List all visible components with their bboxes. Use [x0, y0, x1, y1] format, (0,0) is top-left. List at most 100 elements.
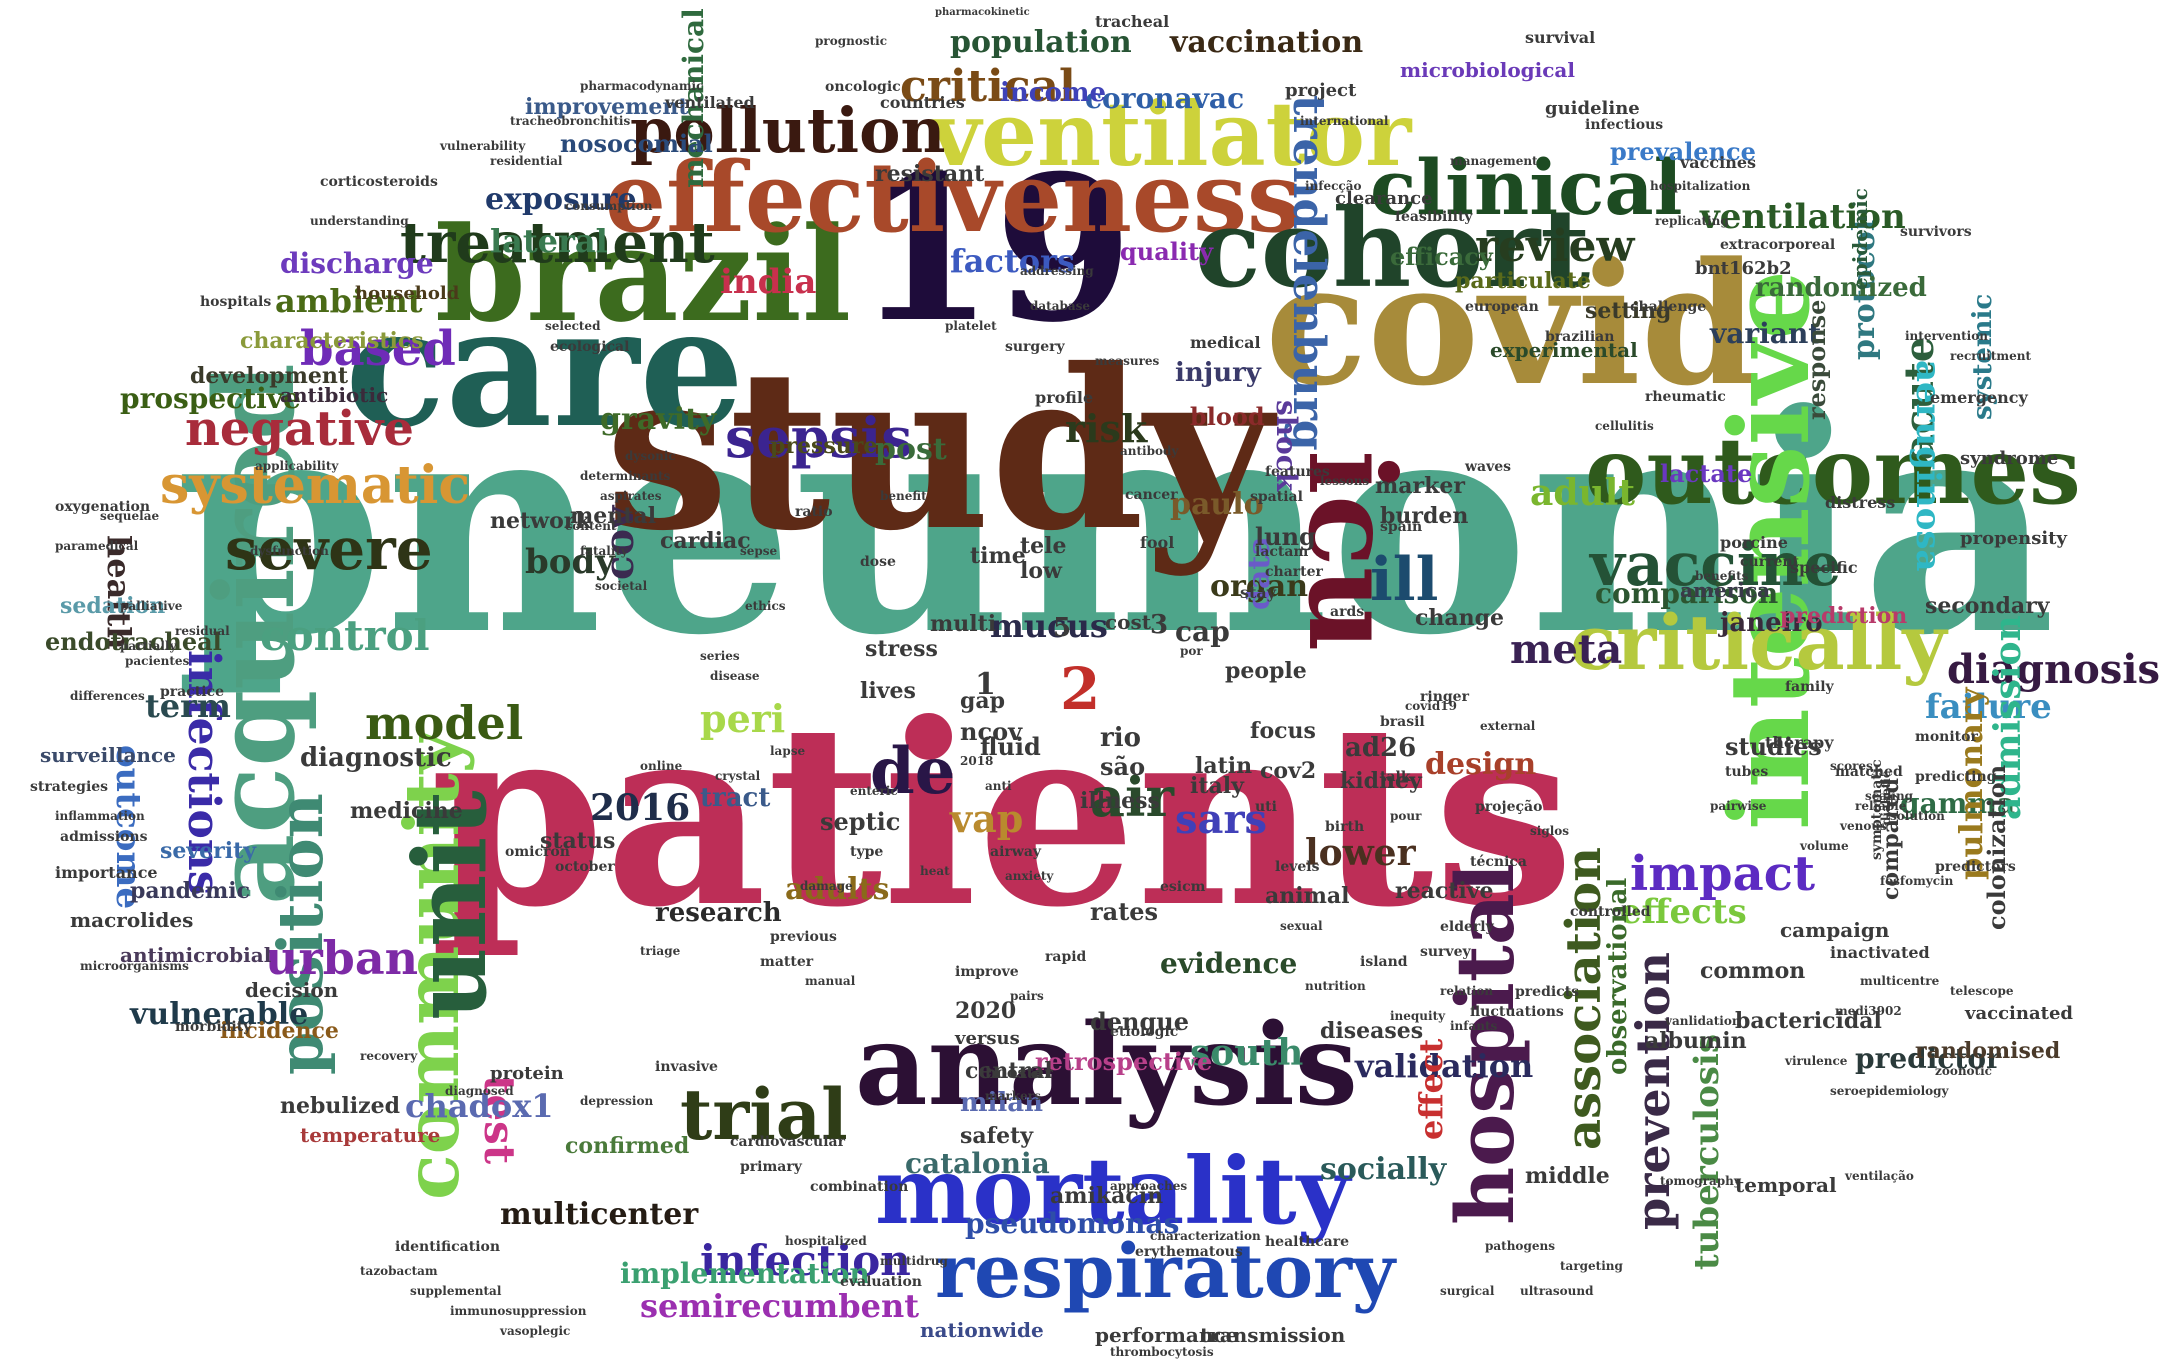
word-invasive: invasive	[655, 1059, 718, 1075]
word-comparison: comparison	[1595, 577, 1779, 610]
word-improvement: improvement	[525, 94, 689, 120]
word-pharmacokinetic: pharmacokinetic	[935, 7, 1030, 18]
word-care: care	[345, 270, 745, 464]
word-bnt162b2: bnt162b2	[1695, 258, 1792, 279]
word-lives: lives	[860, 678, 916, 704]
word-paramedical: paramedical	[55, 539, 139, 553]
word-hospitalized: hospitalized	[785, 1234, 867, 1248]
word-booster: booster	[985, 1063, 1053, 1082]
word-19: 19	[855, 132, 1134, 367]
word-predicting: predicting	[1915, 769, 1997, 785]
word-fluid: fluid	[980, 732, 1041, 761]
word-pressure: pressure	[770, 433, 878, 459]
word-approaches: approaches	[1110, 1179, 1188, 1193]
word-antibody: antibody	[1120, 444, 1179, 458]
word-multidrug: multidrug	[880, 1254, 948, 1268]
word-hospitals: hospitals	[200, 294, 272, 310]
word-particulate: particulate	[1455, 268, 1591, 294]
word-2: 2	[1060, 655, 1101, 723]
word-pollution: pollution	[630, 94, 946, 167]
word-anti: anti	[985, 779, 1012, 793]
word-ultrasound: ultrasound	[1520, 1284, 1594, 1298]
word-transmission: transmission	[1200, 1323, 1346, 1347]
word-reliable: reliable	[1855, 799, 1907, 813]
word-implementation: implementation	[620, 1257, 870, 1290]
word-selected: selected	[545, 319, 601, 333]
word-covid: covid	[1265, 225, 1759, 423]
word-medicine: medicine	[350, 798, 463, 824]
word-replicating: replicating	[1655, 214, 1729, 228]
word-type: type	[850, 844, 884, 860]
word-pathogens: pathogens	[1485, 1239, 1555, 1253]
word-challenge: challenge	[1630, 299, 1707, 315]
word-population: population	[950, 25, 1132, 60]
word-sexual: sexual	[1280, 919, 1323, 933]
word-aspirates: aspirates	[600, 489, 662, 503]
word-strategies: strategies	[30, 779, 109, 795]
word-markers: markers	[985, 1089, 1041, 1103]
word-seroepidemiology: seroepidemiology	[1830, 1084, 1949, 1098]
word-vasoplegic: vasoplegic	[500, 1324, 571, 1338]
word-airway: airway	[990, 844, 1042, 860]
word-dysonic: dysonic	[625, 449, 676, 463]
word-quality: quality	[1120, 237, 1214, 266]
word-burden: burden	[1380, 503, 1469, 529]
word-ambient: ambient	[275, 282, 423, 320]
word-pairs: pairs	[1010, 989, 1044, 1003]
word-consumption: consumption	[565, 199, 653, 213]
word-validation: validation	[1355, 1047, 1534, 1085]
word-janeiro: janeiro	[1720, 608, 1823, 638]
word-telescope: telescope	[1950, 984, 2014, 998]
word-latin: latin	[1195, 753, 1253, 779]
word-setting: setting	[1585, 298, 1672, 324]
word-performance: performance	[1095, 1323, 1239, 1347]
word-common: common	[1700, 958, 1806, 984]
word-pour: pour	[1390, 809, 1422, 823]
word-microorganisms: microorganisms	[80, 959, 189, 973]
word-variant: variant	[1710, 317, 1822, 350]
word-body: body	[525, 542, 615, 582]
word-zoonotic: zoonotic	[1935, 1064, 1992, 1078]
word-infec-o: infecção	[1305, 179, 1362, 193]
word-nebulized: nebulized	[280, 1093, 400, 1119]
word-cardiovascular: cardiovascular	[730, 1134, 845, 1150]
word-evaluation: evaluation	[840, 1274, 922, 1290]
word-5: 5	[1053, 613, 1072, 643]
word-prevention: prevention	[1626, 952, 1680, 1230]
word-therapy: therapy	[1765, 733, 1834, 752]
word-effects: effects	[1620, 892, 1747, 932]
word-south: south	[1190, 1032, 1304, 1074]
word-cost: cost	[1105, 610, 1152, 634]
word-anxiety: anxiety	[1005, 869, 1054, 883]
word-levels: levels	[1275, 859, 1320, 875]
word-microbiological: microbiological	[1400, 58, 1575, 82]
word-island: island	[1360, 954, 1408, 970]
word-incidence: incidence	[220, 1018, 339, 1044]
word-protein: protein	[490, 1063, 564, 1084]
word-fosfomycin: fosfomycin	[1880, 874, 1954, 888]
word-lapse: lapse	[770, 744, 806, 758]
word-design: design	[1425, 747, 1537, 782]
word-vaccinated: vaccinated	[1965, 1003, 2073, 1024]
word-india: india	[720, 262, 817, 302]
word-emergency: emergency	[1930, 388, 2028, 407]
word-survival: survival	[1525, 28, 1596, 47]
word-scaling: scaling	[1865, 789, 1914, 803]
word-model: model	[365, 696, 524, 750]
word-feasibility: feasibility	[1395, 209, 1473, 225]
word-trial: trial	[680, 1073, 848, 1156]
word-time: time	[970, 543, 1026, 569]
word-study: study	[605, 320, 1273, 579]
word-confirmed: confirmed	[565, 1133, 690, 1159]
word-sepsis: sepsis	[725, 405, 913, 470]
word-residual: residual	[175, 624, 230, 638]
word-heat: heat	[920, 864, 950, 878]
word-t-cnica: técnica	[1470, 854, 1527, 870]
word-albumin: albumin	[1645, 1028, 1747, 1054]
word-mortality: mortality	[875, 1137, 1351, 1245]
word-management: management	[1450, 154, 1538, 168]
word-siglos: siglos	[1530, 824, 1570, 838]
word-rheumatic: rheumatic	[1645, 389, 1726, 405]
word-prognostic: prognostic	[815, 34, 887, 48]
word-corticosteroids: corticosteroids	[320, 174, 438, 190]
